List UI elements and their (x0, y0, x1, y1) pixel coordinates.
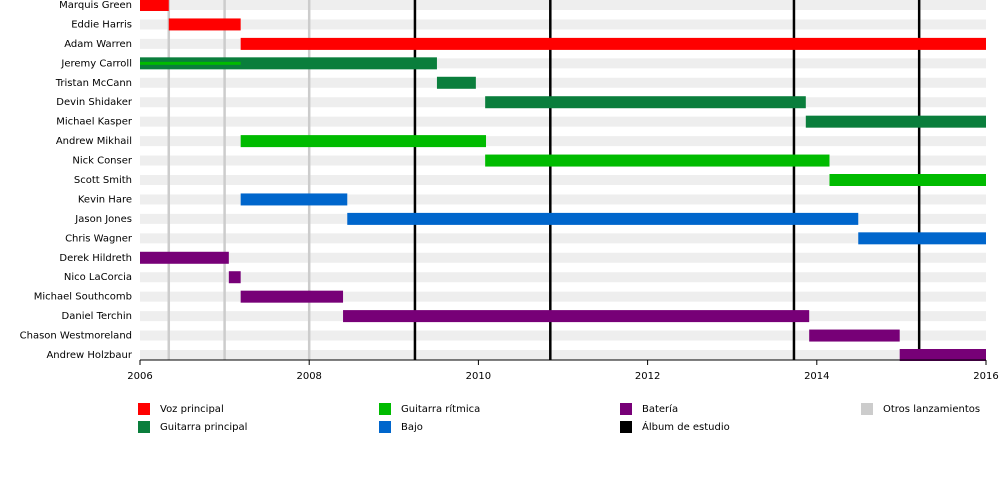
member-label: Andrew Holzbaur (46, 350, 132, 361)
legend-swatch (138, 403, 150, 415)
legend-label: Batería (642, 403, 678, 415)
member-label: Chason Westmoreland (20, 331, 132, 342)
row-band (140, 291, 986, 302)
legend-label: Voz principal (160, 404, 224, 415)
row-band (140, 116, 986, 127)
member-label: Scott Smith (74, 175, 132, 186)
legend-swatch (379, 421, 391, 433)
member-label: Tristan McCann (55, 78, 132, 89)
legend-label: Guitarra principal (160, 422, 247, 433)
member-label: Eddie Harris (71, 19, 132, 30)
role-bar (140, 0, 169, 11)
legend-label: Álbum de estudio (642, 420, 730, 433)
role-bar (809, 329, 900, 342)
row-band (140, 272, 986, 283)
member-label: Michael Kasper (56, 117, 133, 128)
member-label: Adam Warren (64, 39, 132, 50)
row-band (140, 136, 986, 147)
legend-swatch (620, 421, 632, 433)
row-band (140, 175, 986, 185)
role-bar (805, 115, 986, 128)
role-bar (240, 290, 344, 303)
member-label: Jason Jones (74, 214, 132, 225)
x-tick-label: 2008 (296, 371, 321, 382)
x-tick-label: 2006 (127, 371, 152, 382)
role-bar (140, 251, 229, 264)
row-band (140, 0, 986, 10)
member-label: Andrew Mikhail (56, 136, 132, 147)
role-bar (899, 349, 986, 361)
role-bar (858, 232, 986, 245)
row-band (140, 77, 986, 88)
x-tick-label: 2010 (466, 371, 491, 382)
row-band (140, 350, 986, 360)
role-bar (168, 18, 241, 31)
row-band (140, 233, 986, 244)
member-label: Devin Shidaker (56, 97, 133, 108)
member-label: Nico LaCorcia (64, 272, 132, 283)
role-bar (140, 57, 437, 70)
row-band (140, 19, 986, 30)
member-label: Chris Wagner (65, 233, 133, 244)
member-label: Derek Hildreth (59, 253, 132, 264)
legend-label: Guitarra rítmica (401, 403, 480, 415)
member-label: Kevin Hare (78, 194, 132, 205)
role-bar (228, 271, 241, 284)
role-bar (347, 212, 859, 225)
role-bar (485, 96, 806, 109)
member-label: Jeremy Carroll (60, 58, 132, 69)
x-tick-label: 2012 (635, 371, 660, 382)
role-bar (140, 61, 241, 65)
member-label: Marquis Green (59, 0, 132, 11)
role-bar (240, 135, 487, 148)
row-band (140, 58, 986, 69)
x-tick-label: 2014 (804, 371, 829, 382)
row-band (140, 194, 986, 205)
member-label: Nick Conser (72, 156, 133, 167)
legend-swatch (861, 403, 873, 415)
legend-label: Bajo (401, 422, 423, 433)
legend-swatch (138, 421, 150, 433)
member-label: Daniel Terchin (62, 311, 132, 322)
member-label: Michael Southcomb (34, 292, 132, 303)
role-bar (240, 193, 348, 206)
x-tick-label: 2016 (973, 371, 998, 382)
legend-swatch (620, 403, 632, 415)
legend-swatch (379, 403, 391, 415)
role-bar (240, 37, 986, 50)
row-band (140, 252, 986, 263)
row-band (140, 330, 986, 341)
role-bar (485, 154, 830, 167)
legend-label: Otros lanzamientos (883, 404, 980, 415)
role-bar (343, 310, 810, 323)
role-bar (436, 76, 476, 89)
role-bar (829, 174, 986, 186)
